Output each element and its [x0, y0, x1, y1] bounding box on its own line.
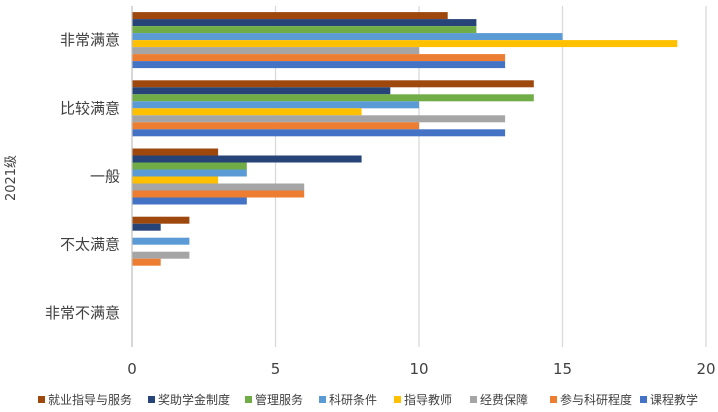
bar-4-6	[132, 54, 506, 62]
legend-swatch-4	[394, 396, 401, 403]
bar-2-0	[132, 148, 219, 156]
x-tick-label-1: 5	[271, 360, 281, 378]
bar-2-6	[132, 190, 305, 198]
bar-3-4	[132, 108, 362, 116]
category-label-4: 非常满意	[60, 31, 120, 49]
bar-4-4	[132, 40, 678, 48]
bar-1-1	[132, 223, 161, 231]
legend-label-7: 课程教学	[650, 392, 698, 407]
category-label-3: 比较满意	[60, 99, 120, 117]
legend-swatch-7	[640, 396, 647, 403]
bar-4-7	[132, 61, 506, 69]
x-tick-label-4: 20	[696, 360, 715, 378]
legend-swatch-3	[319, 396, 326, 403]
x-tick-label-0: 0	[127, 360, 137, 378]
bars	[132, 12, 678, 266]
bar-2-1	[132, 155, 362, 163]
legend-swatch-2	[245, 396, 252, 403]
category-label-0: 非常不满意	[45, 304, 120, 322]
legend-label-0: 就业指导与服务	[48, 392, 132, 407]
bar-3-7	[132, 129, 506, 137]
legend-label-6: 参与科研程度	[560, 392, 632, 407]
legend-label-2: 管理服务	[255, 392, 303, 407]
legend-swatch-6	[550, 396, 557, 403]
bar-2-2	[132, 162, 247, 170]
bar-4-1	[132, 19, 477, 27]
legend-label-4: 指导教师	[404, 392, 452, 407]
x-tick-label-3: 15	[553, 360, 572, 378]
x-tick-label-2: 10	[409, 360, 428, 378]
bar-1-3	[132, 237, 190, 245]
bar-2-4	[132, 176, 219, 184]
bar-2-5	[132, 183, 305, 191]
legend-swatch-1	[148, 396, 155, 403]
bar-4-2	[132, 26, 477, 34]
bar-3-2	[132, 94, 534, 102]
bar-1-0	[132, 216, 190, 224]
bar-3-5	[132, 115, 506, 123]
category-label-1: 不太满意	[60, 236, 120, 254]
bar-4-3	[132, 33, 563, 41]
category-label-2: 一般	[90, 168, 120, 186]
legend-swatch-5	[470, 396, 477, 403]
bar-3-3	[132, 101, 419, 109]
legend-label-3: 科研条件	[329, 393, 377, 407]
bar-4-5	[132, 47, 419, 55]
bar-3-0	[132, 80, 534, 88]
legend-swatch-0	[38, 396, 45, 403]
legend: 就业指导与服务 奖助学金制度 管理服务 科研条件 指导教师 经费保障 参与科研程度 课程教学	[38, 392, 698, 407]
legend-label-5: 经费保障	[480, 392, 528, 407]
bar-1-6	[132, 258, 161, 266]
y-axis-title: 2021级	[4, 155, 19, 201]
bar-3-1	[132, 87, 391, 95]
bar-1-5	[132, 251, 190, 259]
bar-3-6	[132, 122, 419, 130]
legend-label-1: 奖助学金制度	[158, 392, 230, 407]
bar-4-0	[132, 12, 448, 20]
bar-2-3	[132, 169, 247, 177]
bar-2-7	[132, 197, 247, 205]
axes: 0 5 10 15 20 非常不满意 不太满意 一般 比较满意 非常满意	[45, 6, 716, 378]
